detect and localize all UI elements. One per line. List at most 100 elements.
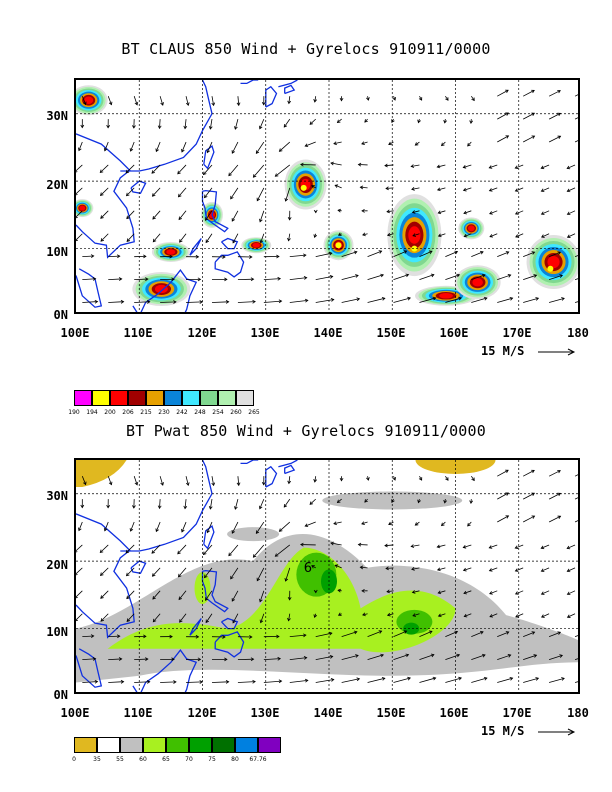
wind-arrow [203,164,213,175]
wind-arrow [81,96,87,105]
wind-arrow-head [329,654,334,659]
wind-arrow [489,210,498,215]
wind-arrow-head [303,656,308,660]
wind-arrow-head [300,542,304,547]
coastline [130,180,147,195]
wind-arrow [548,113,561,120]
wind-arrow [471,274,486,280]
wind-arrow [159,96,164,106]
wind-arrow [341,678,360,683]
wind-arrow-head [274,553,279,557]
wind-arrow-head [230,575,234,580]
wind-arrow [211,301,229,303]
wind-arrow-head [356,677,361,682]
wind-arrow [548,654,563,660]
wind-arrow-head [535,297,540,301]
wind-arrow-head [250,277,255,282]
wind-arrow-head [94,299,99,304]
top-lon-120e: 120E [187,326,217,340]
coastline [221,237,239,250]
wind-arrow-head [230,195,234,200]
wind-arrow [100,613,109,622]
wind-arrow [289,634,306,638]
wind-arrow-head [337,588,342,593]
wind-arrow [305,141,316,147]
wind-arrow [100,233,109,242]
wind-arrow [260,233,265,243]
wind-arrow-head [509,296,514,301]
top-legend-label: 230 [158,409,170,416]
wind-arrow-head [261,481,266,486]
wind-arrow [76,590,83,598]
wind-arrow [178,210,187,220]
wind-arrow [104,141,109,151]
wind-arrow [108,658,122,660]
cloud-core [547,265,554,272]
wind-arrow-head [463,210,467,215]
wind-arrow-head [224,657,228,662]
wind-arrow-head [231,598,236,602]
wind-arrow-head [329,274,334,279]
wind-arrow [567,590,576,595]
wind-arrow [184,499,187,509]
wind-arrow [463,567,472,571]
wind-arrow-head [76,194,78,196]
wind-arrow-head [337,612,342,616]
wind-arrow [463,590,472,594]
wind-arrow [211,476,215,486]
wind-arrow [361,141,368,145]
wind-arrow [263,658,281,660]
wind-arrow [283,498,291,508]
wind-arrow-head [152,215,156,220]
cloud-contour [154,284,168,294]
bottom-lon-140e: 140E [313,706,343,720]
wind-arrow-head [106,124,111,129]
coastline [284,84,296,95]
wind-arrow-head [83,481,87,486]
wind-arrow [438,210,446,214]
wind-arrow-head [76,574,78,576]
wind-arrow-head [411,210,416,214]
wind-arrow [566,544,576,549]
wind-arrow [259,118,265,129]
wind-arrow-head [80,504,85,509]
wind-arrow-head [531,492,536,497]
wind-arrow-head [437,613,442,618]
wind-arrow [230,567,239,580]
wind-arrow-head [378,630,383,634]
wind-arrow-head [384,163,388,168]
wind-arrow [259,498,265,509]
wind-arrow [309,118,316,125]
wind-arrow [471,251,484,258]
wind-arrow-head [283,504,288,508]
top-legend-swatch [164,390,182,406]
wind-arrow [315,679,334,683]
wind-arrow-head [330,298,335,302]
wind-arrow-head [430,273,435,278]
wind-arrow-head [481,273,486,278]
wind-arrow [160,681,176,683]
wind-arrow [263,680,282,683]
wind-arrow-head [405,273,410,278]
wind-arrow-head [557,112,562,117]
wind-arrow [232,613,239,624]
wind-arrow-head [480,250,484,255]
top-lon-110e: 110E [123,326,153,340]
wind-arrow [367,677,385,683]
wind-arrow [384,544,394,547]
wind-arrow-head [313,99,318,103]
wind-arrow-head [359,185,364,190]
wind-arrow [100,567,109,576]
wind-arrow-head [259,218,263,223]
wind-arrow [126,187,135,197]
wind-arrow [497,135,509,143]
wind-arrow [133,476,138,486]
wind-arrow [134,301,150,303]
wind-arrow-head [488,165,493,169]
wind-arrow [523,274,537,280]
wind-arrow-head [407,676,411,681]
wind-arrow [134,658,148,660]
wind-arrow [386,590,394,593]
wind-arrow-head [328,251,333,256]
wind-arrow-head [566,234,571,238]
